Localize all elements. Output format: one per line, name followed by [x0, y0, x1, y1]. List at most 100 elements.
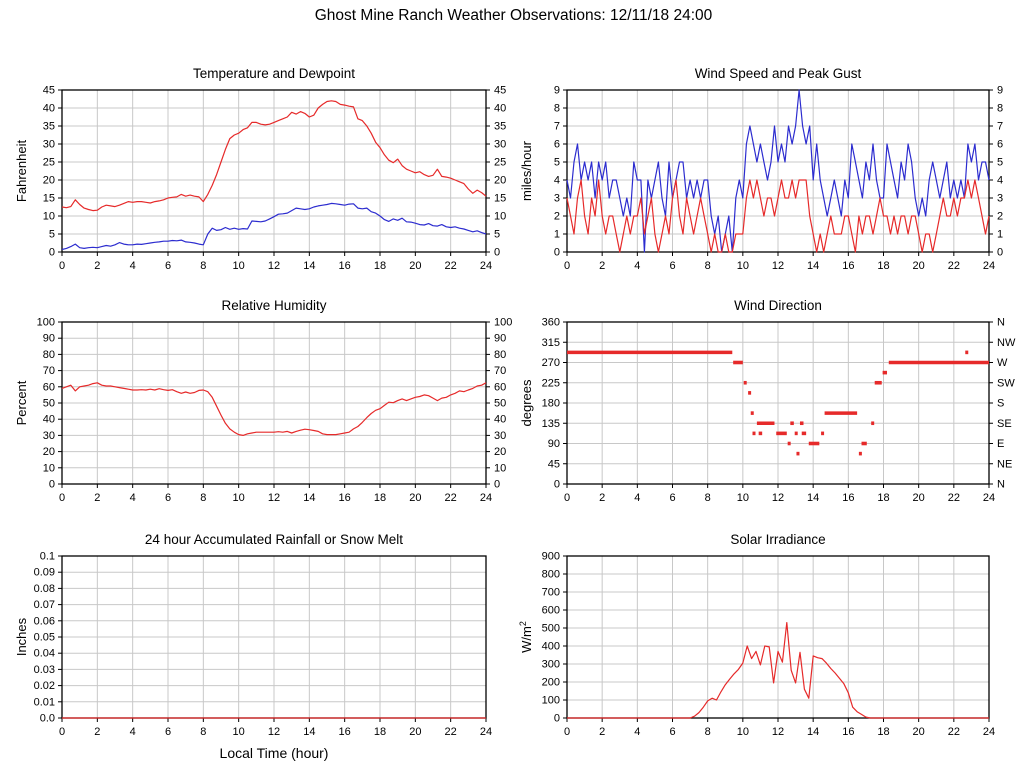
y-tick-label-right: 30	[494, 139, 506, 151]
chart-title: 24 hour Accumulated Rainfall or Snow Mel…	[145, 532, 403, 547]
y-tick-label-right: 9	[997, 85, 1003, 97]
y-tick-label: 10	[43, 211, 55, 223]
chart-rainfall-snowmelt: 0.0 0.01 0.02 0.03 0.04 0.05 0.06 0.07 0.08 0.09 0…	[14, 532, 492, 761]
x-tick-label: 10	[737, 492, 749, 504]
y-tick-label-right: 10	[494, 211, 506, 223]
x-tick-label: 22	[948, 260, 960, 272]
x-tick-label: 18	[877, 492, 889, 504]
y-tick-label-right: 25	[494, 157, 506, 169]
y-tick-label-right: 20	[494, 446, 506, 458]
y-tick-label: 6	[554, 139, 560, 151]
y-tick-label-right: N	[997, 479, 1005, 491]
y-tick-label: 0	[554, 713, 560, 725]
x-tick-label: 0	[564, 492, 570, 504]
y-tick-label: 40	[43, 103, 55, 115]
y-tick-label-right: SW	[997, 377, 1015, 389]
y-axis-label: Fahrenheit	[14, 140, 29, 203]
x-tick-label: 10	[737, 260, 749, 272]
x-tick-label: 24	[480, 260, 492, 272]
x-tick-label: 14	[303, 492, 315, 504]
y-tick-label-right: 0	[997, 247, 1003, 259]
series-solar-irradiance-line	[567, 621, 989, 719]
y-tick-label-right: 30	[494, 430, 506, 442]
y-tick-label: 80	[43, 349, 55, 361]
chart-title: Wind Direction	[734, 298, 822, 313]
y-tick-label-right: 10	[494, 462, 506, 474]
y-tick-label-right: 1	[997, 229, 1003, 241]
y-tick-label: 0.04	[34, 648, 55, 660]
y-tick-label: 70	[43, 365, 55, 377]
y-tick-label-right: 6	[997, 139, 1003, 151]
x-tick-label: 12	[268, 726, 280, 738]
x-tick-label: 6	[165, 260, 171, 272]
x-tick-label: 22	[445, 260, 457, 272]
x-tick-label: 16	[842, 492, 854, 504]
y-tick-label: 3	[554, 193, 560, 205]
y-tick-label-right: 80	[494, 349, 506, 361]
x-tick-label: 0	[59, 726, 65, 738]
x-tick-label: 2	[94, 260, 100, 272]
y-axis-label: degrees	[519, 379, 534, 426]
y-tick-label: 180	[542, 398, 560, 410]
y-tick-label: 40	[43, 414, 55, 426]
y-tick-label-right: 100	[494, 317, 512, 329]
y-tick-label: 7	[554, 121, 560, 133]
y-tick-label: 700	[542, 587, 560, 599]
x-tick-label: 14	[303, 726, 315, 738]
y-tick-label-right: 90	[494, 333, 506, 345]
y-tick-label-right: 5	[997, 157, 1003, 169]
x-tick-label: 4	[634, 492, 640, 504]
x-tick-label: 14	[807, 260, 819, 272]
x-tick-label: 8	[705, 260, 711, 272]
x-tick-label: 6	[165, 492, 171, 504]
y-tick-label: 60	[43, 381, 55, 393]
y-tick-label: 45	[548, 458, 560, 470]
y-tick-label: 315	[542, 337, 560, 349]
x-tick-label: 22	[445, 726, 457, 738]
y-tick-label-right: 2	[997, 211, 1003, 223]
y-tick-label: 200	[542, 677, 560, 689]
y-tick-label: 0	[554, 479, 560, 491]
x-tick-label: 18	[374, 492, 386, 504]
x-tick-label: 4	[634, 260, 640, 272]
y-tick-label-right: 45	[494, 85, 506, 97]
y-tick-label: 90	[43, 333, 55, 345]
y-tick-label-right: N	[997, 317, 1005, 329]
y-tick-label: 15	[43, 193, 55, 205]
y-tick-label: 35	[43, 121, 55, 133]
y-tick-label: 500	[542, 623, 560, 635]
x-tick-label: 20	[409, 492, 421, 504]
y-tick-label: 300	[542, 659, 560, 671]
y-tick-label: 20	[43, 446, 55, 458]
y-tick-label: 100	[542, 695, 560, 707]
x-tick-label: 16	[339, 260, 351, 272]
y-tick-label-right: 5	[494, 229, 500, 241]
x-tick-label: 10	[233, 726, 245, 738]
x-tick-label: 12	[772, 492, 784, 504]
x-tick-label: 18	[877, 726, 889, 738]
x-tick-label: 22	[445, 492, 457, 504]
y-tick-label: 0	[49, 479, 55, 491]
x-tick-label: 4	[130, 260, 136, 272]
y-tick-label-right: 15	[494, 193, 506, 205]
x-tick-label: 0	[59, 260, 65, 272]
x-tick-label: 4	[130, 726, 136, 738]
y-tick-label: 0	[49, 247, 55, 259]
x-tick-label: 2	[599, 726, 605, 738]
y-tick-label-right: 40	[494, 414, 506, 426]
series-relative-humidity-line	[61, 382, 487, 436]
y-tick-label-right: 7	[997, 121, 1003, 133]
x-tick-label: 8	[200, 726, 206, 738]
y-tick-label-right: E	[997, 438, 1004, 450]
y-tick-label-right: W	[997, 357, 1008, 369]
x-tick-label: 2	[94, 492, 100, 504]
series-temperature-line	[61, 100, 487, 212]
y-axis-label: W/m2	[518, 621, 534, 653]
y-tick-label: 8	[554, 103, 560, 115]
y-tick-label: 9	[554, 85, 560, 97]
y-axis-label: Percent	[14, 380, 29, 425]
y-tick-label-right: SE	[997, 418, 1012, 430]
x-tick-label: 0	[564, 726, 570, 738]
